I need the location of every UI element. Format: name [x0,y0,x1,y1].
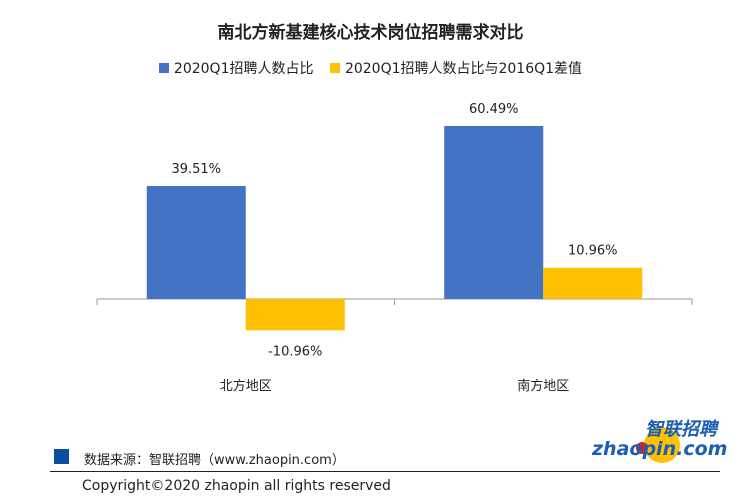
bar-1-0 [245,299,345,331]
data-label: 10.96% [568,244,618,259]
legend-swatch [158,63,169,73]
legend-item-1: 2020Q1招聘人数占比与2016Q1差值 [329,58,583,78]
legend-label: 2020Q1招聘人数占比与2016Q1差值 [344,61,583,77]
data-label: 39.51% [171,162,221,177]
svg-text:zhaopin.com: zhaopin.com [591,438,727,460]
copyright-text: Copyright©2020 zhaopin all rights reserv… [82,478,391,494]
legend-item-0: 2020Q1招聘人数占比 [158,58,314,78]
legend-swatch [329,63,340,73]
footer-divider [50,471,720,472]
bar-0-1 [444,125,544,299]
data-label: -10.96% [268,344,322,359]
bar-chart: 北方地区 39.51% -10.96% 南方地区 60.49% 10.96% [96,102,693,394]
bar-0-0 [146,186,246,299]
category-label: 南方地区 [517,378,569,394]
source-marker [54,449,69,464]
chart-title: 南北方新基建核心技术岗位招聘需求对比 [217,23,524,43]
category-label: 北方地区 [220,378,272,394]
data-label: 60.49% [469,102,519,117]
zhaopin-logo: 智联招聘 zhaopin.com [591,419,727,463]
legend-label: 2020Q1招聘人数占比 [173,61,314,77]
legend: 2020Q1招聘人数占比 2020Q1招聘人数占比与2016Q1差值 [0,58,741,78]
source-text: 数据来源：智联招聘（www.zhaopin.com） [84,453,345,468]
bar-1-1 [543,267,643,299]
svg-text:智联招聘: 智联招聘 [645,419,720,440]
